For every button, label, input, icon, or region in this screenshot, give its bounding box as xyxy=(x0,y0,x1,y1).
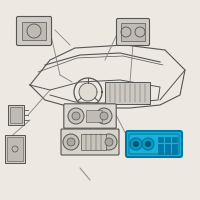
Circle shape xyxy=(130,138,142,150)
Bar xyxy=(158,137,163,142)
FancyBboxPatch shape xyxy=(126,131,182,157)
Bar xyxy=(172,144,177,149)
Bar xyxy=(86,110,102,122)
Bar xyxy=(5,135,25,163)
Bar xyxy=(165,149,170,154)
Circle shape xyxy=(12,146,18,152)
Bar xyxy=(8,105,24,125)
Circle shape xyxy=(72,112,80,120)
Circle shape xyxy=(67,138,75,146)
Bar xyxy=(165,137,170,142)
Bar xyxy=(158,149,163,154)
Circle shape xyxy=(133,141,139,147)
Circle shape xyxy=(68,108,84,124)
FancyBboxPatch shape xyxy=(64,104,116,128)
Bar xyxy=(172,149,177,154)
Circle shape xyxy=(142,138,154,150)
Circle shape xyxy=(101,134,117,150)
Circle shape xyxy=(145,141,151,147)
Circle shape xyxy=(105,138,113,146)
Bar xyxy=(172,137,177,142)
Circle shape xyxy=(100,112,108,120)
Circle shape xyxy=(63,134,79,150)
Bar xyxy=(105,82,150,104)
Bar xyxy=(10,107,22,123)
Bar xyxy=(165,144,170,149)
Circle shape xyxy=(96,108,112,124)
Bar xyxy=(81,134,106,150)
Bar xyxy=(121,23,145,41)
Bar xyxy=(158,144,163,149)
Bar xyxy=(22,22,46,40)
Circle shape xyxy=(79,83,97,101)
FancyBboxPatch shape xyxy=(116,19,150,46)
FancyBboxPatch shape xyxy=(16,17,52,46)
Bar xyxy=(7,137,23,161)
FancyBboxPatch shape xyxy=(61,129,119,155)
